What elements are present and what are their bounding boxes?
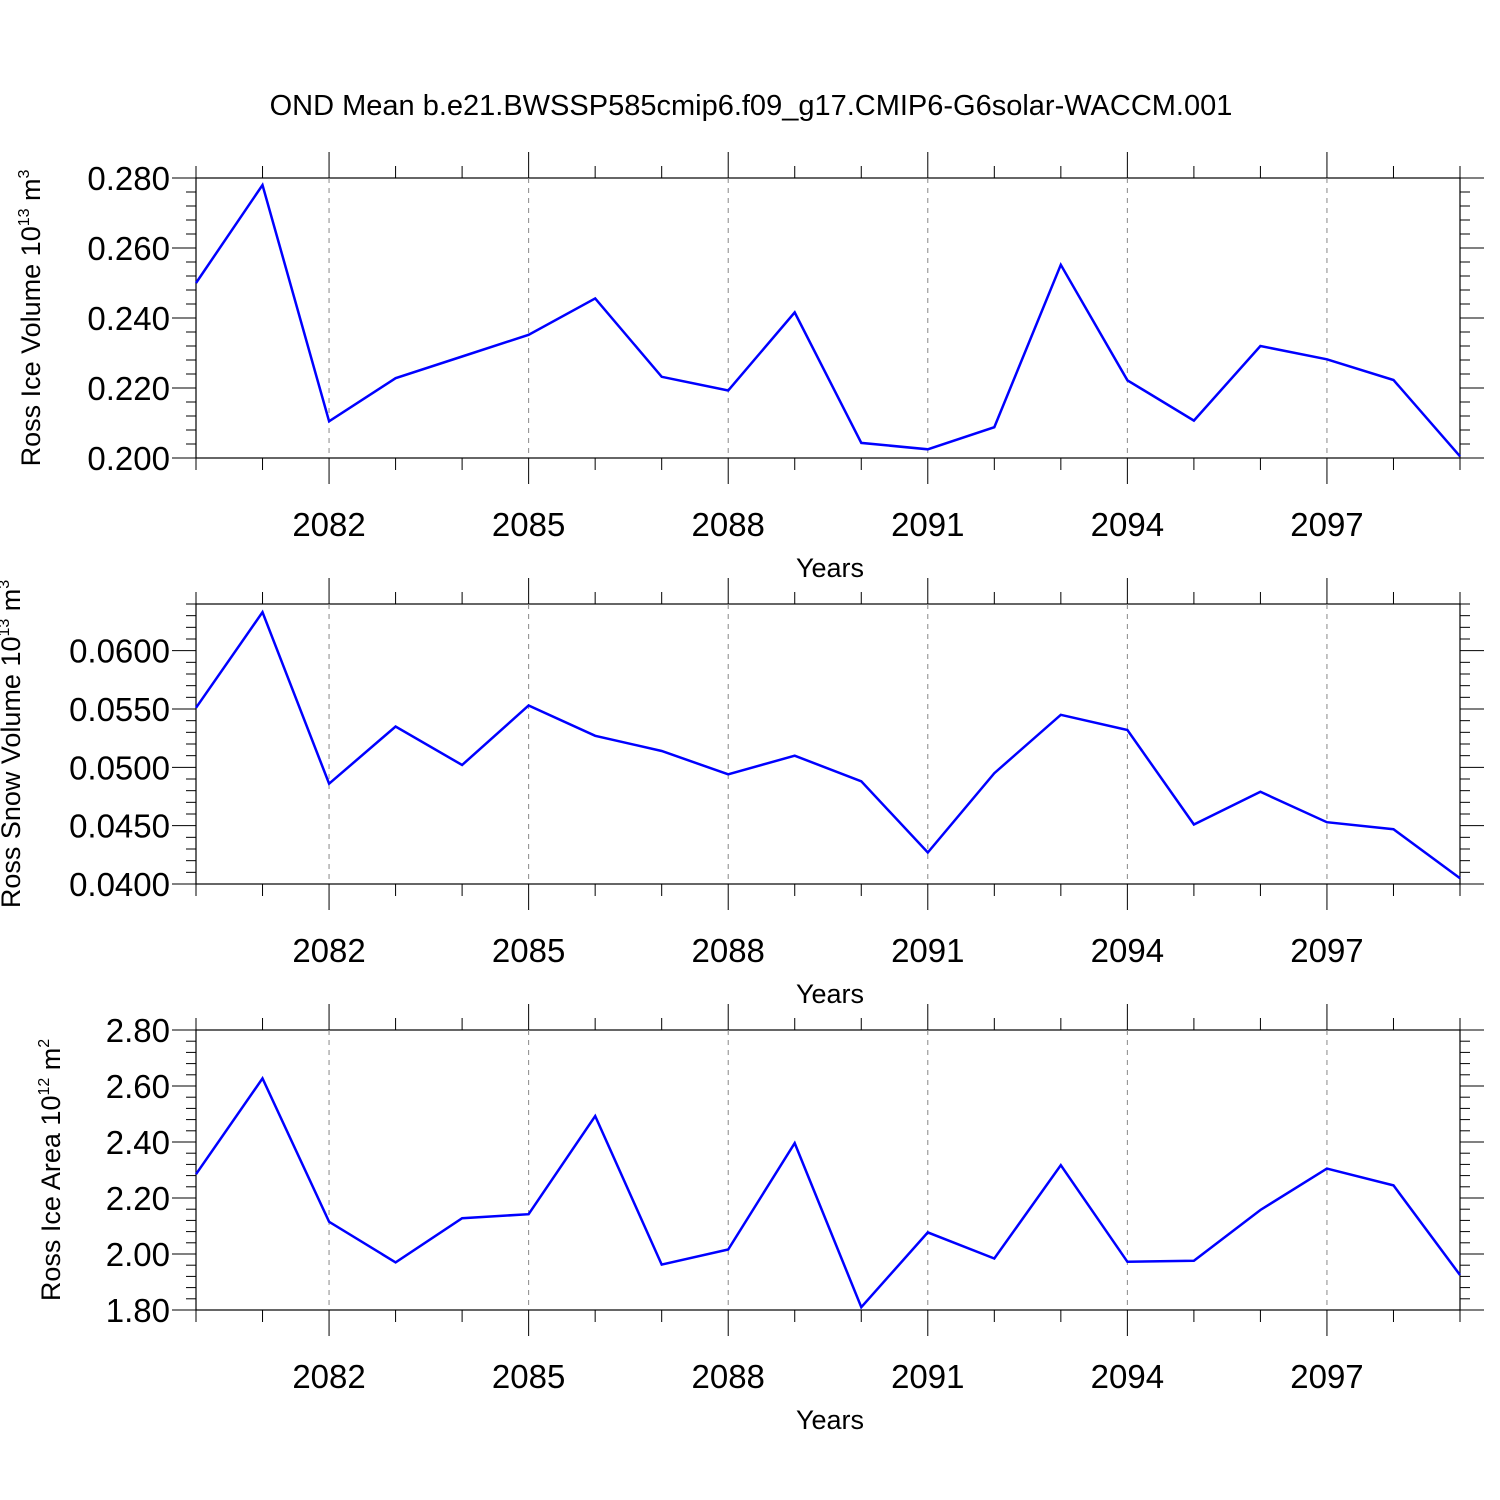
y-tick-label: 2.00 — [106, 1236, 170, 1273]
x-axis-title: Years — [796, 553, 864, 583]
panel-ice-area: 1.80 2.00 2.20 2.40 2.60 2.80 2082 2085 2088 2091… — [36, 1004, 1484, 1435]
y-tick-label: 2.60 — [106, 1068, 170, 1105]
y-tick-label: 0.220 — [87, 370, 170, 407]
plot-frame — [195, 177, 1461, 459]
y-tick-label: 0.0550 — [69, 691, 170, 728]
y-tick-label: 1.80 — [106, 1292, 170, 1329]
figure-title: OND Mean b.e21.BWSSP585cmip6.f09_g17.CMI… — [270, 90, 1233, 122]
plot-frame — [195, 1029, 1461, 1311]
y-tick-label: 0.0400 — [69, 866, 170, 903]
y-tick-label: 2.20 — [106, 1180, 170, 1217]
x-tick-label: 2097 — [1290, 1358, 1363, 1395]
panel-ice-volume: 0.200 0.220 0.240 0.260 0.280 2082 2085 2088 209… — [16, 152, 1484, 583]
x-tick-label: 2091 — [891, 932, 964, 969]
x-tick-label: 2088 — [691, 932, 764, 969]
x-tick-label: 2094 — [1091, 1358, 1164, 1395]
series-line — [194, 1075, 1462, 1310]
y-tick-label: 0.280 — [87, 160, 170, 197]
x-tick-label: 2094 — [1091, 932, 1164, 969]
plot-frame — [195, 603, 1461, 885]
x-tick-label: 2085 — [492, 932, 565, 969]
y-tick-label: 0.260 — [87, 230, 170, 267]
y-tick-label: 0.240 — [87, 300, 170, 337]
x-tick-label: 2088 — [691, 506, 764, 543]
y-tick-label: 0.0600 — [69, 633, 170, 670]
y-tick-label: 0.0500 — [69, 749, 170, 786]
panel-snow-volume: 0.0400 0.0450 0.0500 0.0550 0.0600 2082 2085 20… — [0, 578, 1484, 1009]
y-tick-label: 0.200 — [87, 440, 170, 477]
y-tick-label: 2.40 — [106, 1124, 170, 1161]
series-line — [194, 182, 1461, 458]
y-axis-title: Ross Ice Volume 1013 m3 — [16, 169, 46, 466]
x-tick-label: 2082 — [292, 506, 365, 543]
x-tick-label: 2082 — [292, 932, 365, 969]
x-tick-label: 2097 — [1290, 506, 1363, 543]
x-tick-label: 2094 — [1091, 506, 1164, 543]
y-axis-title: Ross Snow Volume 1013 m3 — [0, 580, 26, 908]
x-tick-label: 2091 — [891, 1358, 964, 1395]
x-tick-label: 2085 — [492, 1358, 565, 1395]
series-line — [194, 609, 1461, 880]
x-tick-label: 2085 — [492, 506, 565, 543]
y-tick-label: 2.80 — [106, 1012, 170, 1049]
x-tick-label: 2088 — [691, 1358, 764, 1395]
y-axis-title: Ross Ice Area 1012 m2 — [36, 1039, 66, 1301]
y-tick-label: 0.0450 — [69, 808, 170, 845]
x-axis-title: Years — [796, 1405, 864, 1435]
x-axis-title: Years — [796, 979, 864, 1009]
x-tick-label: 2091 — [891, 506, 964, 543]
x-tick-label: 2097 — [1290, 932, 1363, 969]
x-tick-label: 2082 — [292, 1358, 365, 1395]
